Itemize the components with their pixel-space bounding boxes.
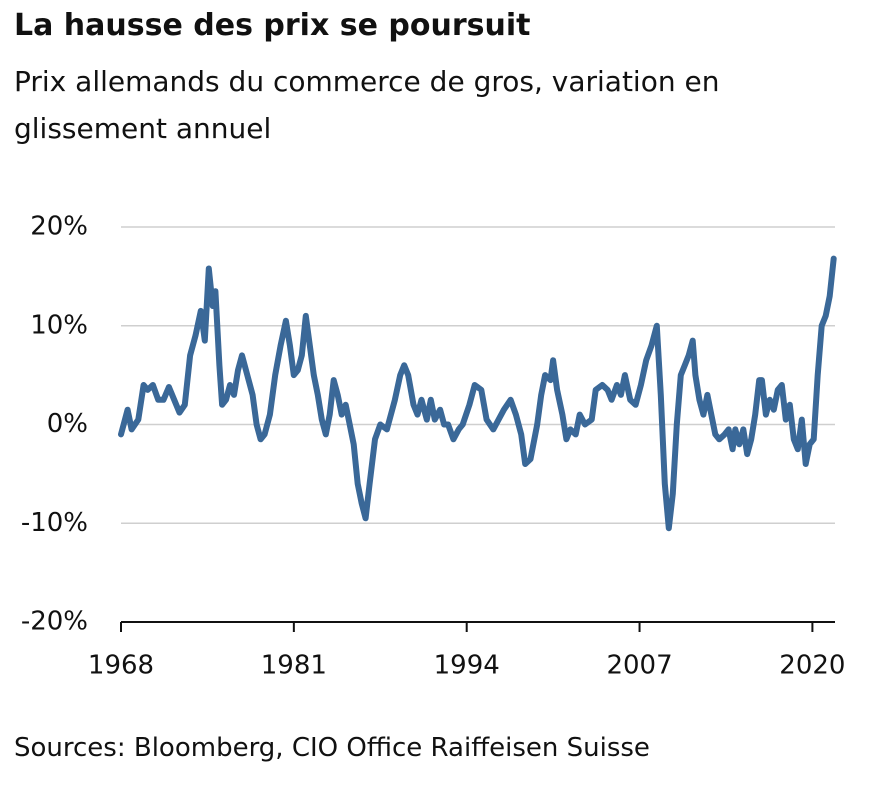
x-tick-label: 1994	[434, 651, 500, 681]
x-tick-label: 2007	[606, 651, 672, 681]
chart-subtitle: Prix allemands du commerce de gros, vari…	[14, 65, 720, 145]
y-tick-label: 20%	[30, 212, 88, 242]
x-tick-label: 1981	[261, 651, 327, 681]
x-tick-label: 1968	[88, 651, 154, 681]
y-tick-label: -20%	[21, 607, 88, 637]
y-tick-label: -10%	[21, 508, 88, 538]
chart: -20% -10% 0% 10% 20% 1968 1981 1994 2007 2020	[21, 212, 846, 681]
source-note: Sources: Bloomberg, CIO Office Raiffeise…	[14, 733, 650, 763]
data-line	[118, 255, 837, 532]
y-tick-label: 0%	[47, 409, 88, 439]
y-tick-label: 10%	[30, 310, 88, 340]
chart-title: La hausse des prix se poursuit	[14, 8, 531, 43]
x-tick-label: 2020	[779, 651, 845, 681]
